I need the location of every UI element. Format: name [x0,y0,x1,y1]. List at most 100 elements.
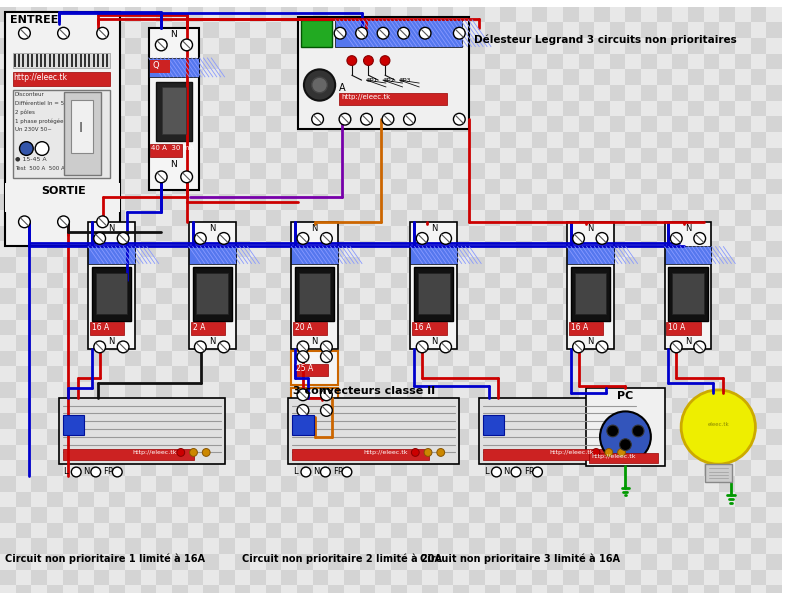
Bar [469,148,485,163]
Bar [594,445,610,460]
Bar [141,116,156,132]
Bar [719,101,735,116]
Bar [547,116,563,132]
Bar [219,320,234,335]
Circle shape [118,233,129,244]
Bar [406,554,422,570]
Text: I: I [78,121,82,135]
Bar [500,538,516,554]
Bar [313,85,328,101]
Bar [47,241,62,257]
Bar [375,538,391,554]
Bar [766,148,782,163]
Bar [0,85,16,101]
Bar [156,367,172,382]
Bar [234,226,250,241]
Bar [282,538,297,554]
Bar [110,70,125,85]
Bar [16,272,31,288]
Bar [547,382,563,398]
Bar [266,226,282,241]
Bar [360,210,375,226]
Bar [313,179,328,194]
Bar [406,54,422,70]
Bar [313,491,328,507]
Bar [735,507,750,523]
Bar [657,132,672,148]
Bar [532,460,547,476]
Bar [594,491,610,507]
Bar [156,570,172,586]
Bar [626,304,641,320]
Bar [569,322,603,335]
Bar [47,85,62,101]
Bar [62,179,78,194]
Bar [375,460,391,476]
Bar [485,491,500,507]
Bar [344,288,360,304]
Bar [360,85,375,101]
Bar [516,445,532,460]
Bar [141,445,156,460]
Bar [782,554,798,570]
Bar [156,257,172,272]
Bar [27,54,29,67]
Bar [141,320,156,335]
Bar [594,351,610,367]
Bar [78,179,94,194]
Bar [563,491,578,507]
Bar [47,367,62,382]
Bar [266,586,282,600]
Bar [62,101,78,116]
Bar [78,304,94,320]
Bar [282,476,297,491]
Bar [688,22,704,38]
Bar [704,85,719,101]
Bar [641,523,657,538]
Bar [563,101,578,116]
Bar [375,586,391,600]
Bar [438,586,454,600]
Bar [641,148,657,163]
Bar [500,523,516,538]
Bar [532,272,547,288]
Bar [360,241,375,257]
Bar [735,398,750,413]
Circle shape [600,412,651,462]
Bar [574,272,606,314]
Bar [234,570,250,586]
Bar [282,116,297,132]
Bar [594,538,610,554]
Bar [172,194,188,210]
Bar [391,445,406,460]
Bar [719,413,735,429]
Circle shape [607,425,618,437]
Bar [516,257,532,272]
Bar [125,7,141,22]
Bar [657,101,672,116]
Bar [578,54,594,70]
Bar [282,54,297,70]
Bar [750,554,766,570]
Bar [203,54,219,70]
Bar [422,148,438,163]
Bar [750,586,766,600]
Bar [282,257,297,272]
Bar [750,460,766,476]
Bar [547,570,563,586]
Text: Circuit non prioritaire 3 limité à 16A: Circuit non prioritaire 3 limité à 16A [420,553,620,564]
Bar [344,382,360,398]
Bar [688,148,704,163]
Circle shape [321,233,332,244]
Bar [594,554,610,570]
Bar [406,7,422,22]
Bar [282,194,297,210]
Bar [0,148,16,163]
Bar [454,54,469,70]
Bar [594,257,610,272]
Bar [422,445,438,460]
Bar [688,429,704,445]
Bar [16,523,31,538]
Bar [16,22,31,38]
Text: A: A [339,83,346,93]
